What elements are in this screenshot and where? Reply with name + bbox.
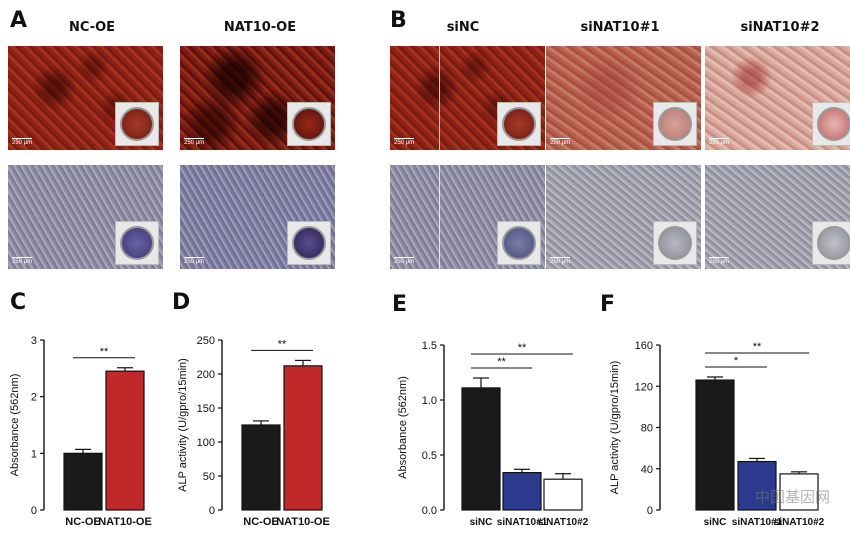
column-header-sinat10-1: siNAT10#1 — [580, 20, 660, 35]
y-tick-label: 150 — [197, 403, 215, 415]
well-inset — [812, 221, 850, 265]
micrograph-red-nat10-oe: 250 μm — [180, 46, 335, 150]
y-tick-label: 40 — [641, 464, 653, 476]
category-label: siNC — [704, 517, 727, 528]
scale-bar: 250 μm — [12, 257, 33, 265]
y-tick-label: 160 — [635, 340, 653, 352]
chart-d-alp: 0 50 100 150 200 250 ALP activity (U/gpro/15mi… — [177, 335, 330, 528]
well-inset — [287, 221, 331, 265]
bar — [779, 473, 819, 511]
well-inset — [115, 221, 159, 265]
panel-label-f: F — [600, 292, 616, 317]
chart-f-alp: 0 40 80 120 160 ALP activity (U/gpro/15min) si… — [609, 340, 825, 528]
significance-label: ** — [278, 338, 287, 350]
panel-label-a: A — [10, 8, 28, 33]
micrograph-red-sinat10-1: 250 μm — [546, 46, 701, 150]
y-tick-label: 2 — [31, 392, 37, 404]
y-tick-label: 1.5 — [422, 340, 437, 352]
scale-bar: 250 μm — [550, 257, 571, 265]
y-tick-label: 80 — [641, 423, 653, 435]
y-axis-label: ALP activity (U/gpro/15min) — [177, 358, 189, 492]
y-tick-label: 250 — [197, 335, 215, 347]
category-label: siNAT10#2 — [774, 517, 825, 528]
micrograph-alp-nat10-oe: 250 μm — [180, 165, 335, 269]
scale-bar: 250 μm — [550, 138, 571, 146]
bar — [283, 365, 323, 511]
y-tick-label: 0 — [31, 505, 37, 517]
y-tick-label: 0.0 — [422, 505, 437, 517]
micrograph-alp-sinc: 250 μm — [390, 165, 545, 269]
micrograph-alp-sinat10-1: 250 μm — [546, 165, 701, 269]
category-label: siNC — [470, 517, 493, 528]
category-label: siNAT10#1 — [732, 517, 783, 528]
category-label: NAT10-OE — [276, 516, 330, 528]
bar — [461, 387, 501, 511]
panel-label-c: C — [10, 290, 27, 315]
significance-label: ** — [518, 342, 527, 354]
category-label: NAT10-OE — [98, 516, 152, 528]
bar — [241, 424, 281, 511]
scale-bar: 250 μm — [394, 257, 415, 265]
bar — [737, 460, 777, 511]
column-header-nc-oe: NC-OE — [68, 20, 116, 35]
y-tick-label: 200 — [197, 369, 215, 381]
y-tick-label: 0 — [209, 505, 215, 517]
panel-label-e: E — [392, 292, 408, 317]
y-tick-label: 50 — [203, 471, 215, 483]
panel-label-d: D — [172, 290, 191, 315]
bar — [105, 370, 145, 511]
watermark-text: 中国基因网 — [755, 488, 831, 506]
micrograph-alp-sinat10-2: 250 μm — [705, 165, 850, 269]
y-axis-label: Absorbance (562nm) — [9, 374, 21, 477]
micrograph-red-nc-oe: 250 μm — [8, 46, 163, 150]
scale-bar: 250 μm — [184, 138, 205, 146]
scale-bar: 250 μm — [184, 257, 205, 265]
category-label: NC-OE — [65, 516, 100, 528]
category-label: siNAT10#2 — [538, 517, 589, 528]
bar — [543, 478, 583, 511]
bar — [695, 379, 735, 511]
y-tick-label: 120 — [635, 381, 653, 393]
column-header-sinat10-2: siNAT10#2 — [740, 20, 820, 35]
well-inset — [115, 102, 159, 146]
significance-label: ** — [753, 341, 762, 353]
y-axis-label: ALP activity (U/gpro/15min) — [609, 361, 621, 495]
scale-bar: 250 μm — [709, 138, 730, 146]
significance-label: ** — [100, 346, 109, 358]
column-header-sinc: siNC — [446, 20, 480, 35]
chart-e-absorbance: 0.0 0.5 1.0 1.5 Absorbance (562nm) siNC siNAT1… — [397, 340, 589, 528]
column-header-nat10-oe: NAT10-OE — [223, 20, 297, 35]
bar — [63, 452, 103, 511]
well-inset — [812, 102, 850, 146]
well-inset — [653, 221, 697, 265]
category-label: NC-OE — [243, 516, 278, 528]
category-label: siNAT10#1 — [497, 517, 548, 528]
micrograph-red-sinc: 250 μm — [390, 46, 545, 150]
scale-bar: 250 μm — [12, 138, 33, 146]
y-tick-label: 1.0 — [422, 395, 437, 407]
y-tick-label: 3 — [31, 335, 37, 347]
bar — [502, 472, 542, 511]
micrograph-alp-nc-oe: 250 μm — [8, 165, 163, 269]
y-tick-label: 100 — [197, 437, 215, 449]
scale-bar: 250 μm — [709, 257, 730, 265]
y-tick-label: 0 — [647, 505, 653, 517]
scale-bar: 250 μm — [394, 138, 415, 146]
micrograph-red-sinat10-2: 250 μm — [705, 46, 850, 150]
well-inset — [497, 221, 541, 265]
well-inset — [497, 102, 541, 146]
y-axis-label: Absorbance (562nm) — [397, 376, 409, 479]
y-tick-label: 0.5 — [422, 450, 437, 462]
significance-label: ** — [497, 356, 506, 368]
y-tick-label: 1 — [31, 448, 37, 460]
significance-label: * — [734, 355, 739, 367]
well-inset — [653, 102, 697, 146]
panel-label-b: B — [390, 8, 407, 33]
well-inset — [287, 102, 331, 146]
